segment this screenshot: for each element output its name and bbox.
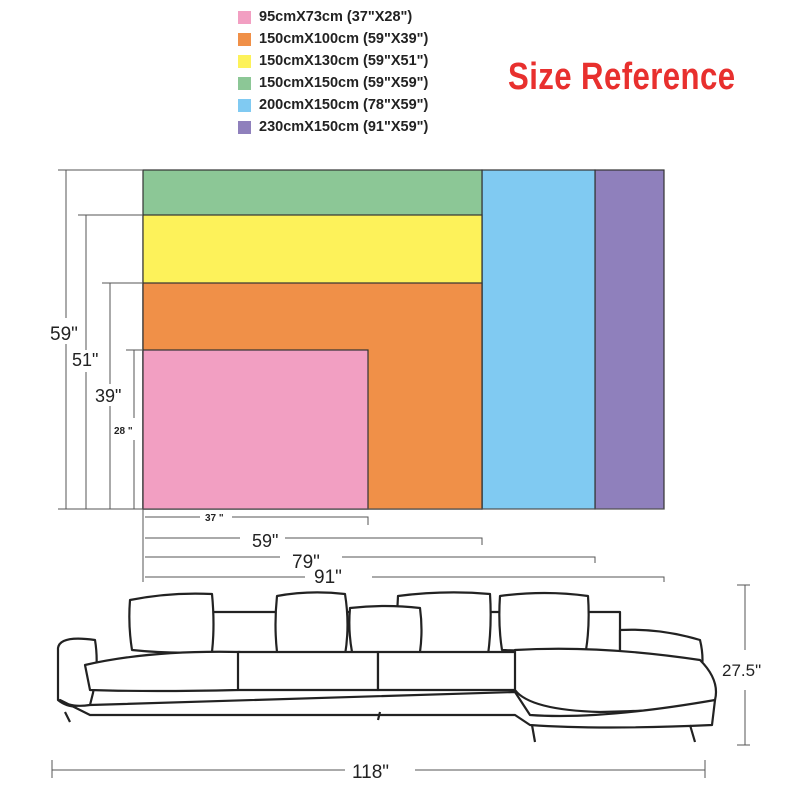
legend-label: 230cmX150cm (91"X59"): [259, 119, 429, 135]
width-37-label: 37 ": [205, 513, 224, 524]
width-91-label: 91": [314, 567, 342, 588]
legend-label: 95cmX73cm (37"X28"): [259, 9, 413, 25]
height-59-label: 59": [50, 324, 78, 345]
swatch: [238, 76, 251, 90]
swatch: [238, 10, 251, 24]
legend-label: 200cmX150cm (78"X59"): [259, 97, 429, 113]
sofa-drawing: [56, 591, 718, 743]
legend-label: 150cmX130cm (59"X51"): [259, 53, 429, 69]
swatch: [238, 32, 251, 46]
swatch: [238, 120, 251, 134]
legend-label: 150cmX100cm (59"X39"): [259, 31, 429, 47]
rect-blue: [481, 169, 596, 510]
legend-item-pink: 95cmX73cm (37"X28"): [238, 6, 428, 28]
rect-pink: [142, 349, 369, 510]
legend-item-purple: 230cmX150cm (91"X59"): [238, 116, 428, 138]
legend-item-blue: 200cmX150cm (78"X59"): [238, 94, 428, 116]
swatch: [238, 54, 251, 68]
width-79-label: 79": [292, 552, 320, 573]
sofa-width-label: 118": [352, 762, 389, 783]
height-39-label: 39": [95, 386, 121, 406]
width-59-label: 59": [252, 531, 278, 551]
legend: 95cmX73cm (37"X28") 150cmX100cm (59"X39"…: [238, 6, 428, 138]
title: Size Reference: [508, 56, 736, 98]
swatch: [238, 98, 251, 112]
rect-purple: [594, 169, 665, 510]
legend-item-green: 150cmX150cm (59"X59"): [238, 72, 428, 94]
legend-item-orange: 150cmX100cm (59"X39"): [238, 28, 428, 50]
height-28-label: 28 ": [114, 426, 133, 437]
legend-item-yellow: 150cmX130cm (59"X51"): [238, 50, 428, 72]
sofa-height-label: 27.5": [722, 661, 761, 680]
dimension-lines: [51, 169, 750, 778]
height-51-label: 51": [72, 350, 98, 370]
legend-label: 150cmX150cm (59"X59"): [259, 75, 429, 91]
